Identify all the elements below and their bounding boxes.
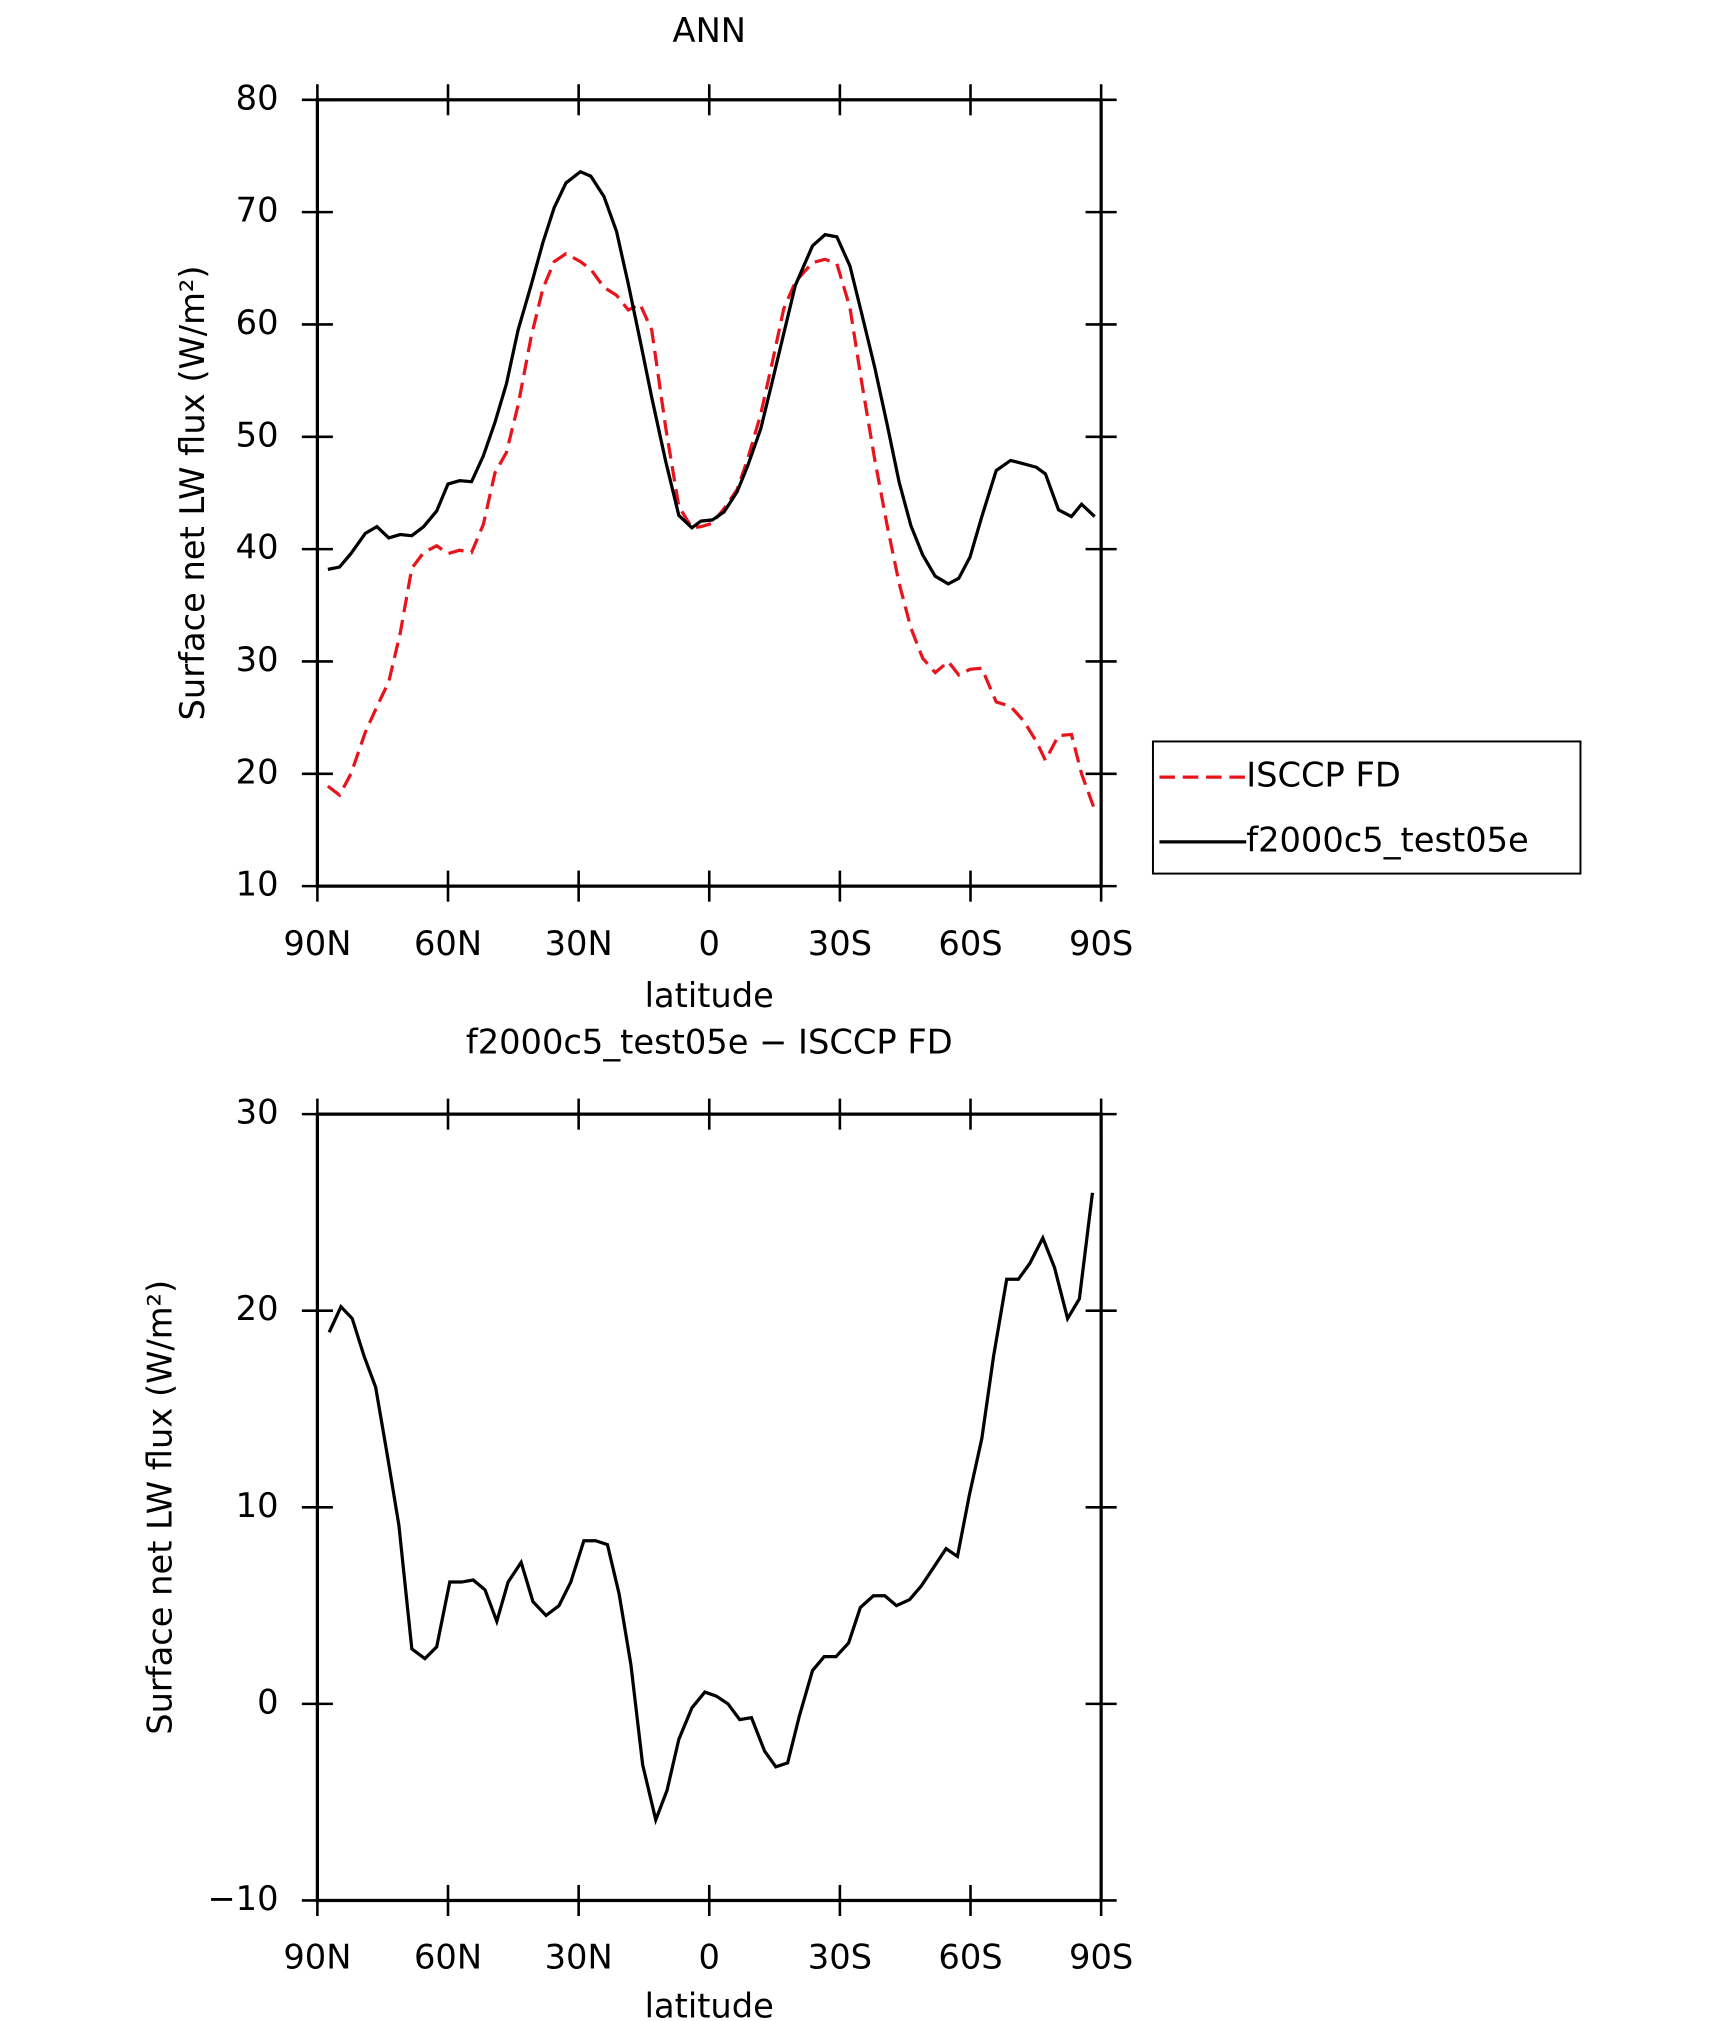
y-axis-label: Surface net LW flux (W/m²) (173, 265, 212, 720)
plot-frame (315, 98, 1103, 888)
data-line (326, 251, 1097, 811)
x-tick-label: 0 (699, 1937, 720, 1976)
legend-label: f2000c5_test05e (1246, 820, 1529, 859)
x-tick-label: 30N (545, 1937, 613, 1976)
x-tick-label: 60S (938, 924, 1002, 963)
x-tick-label: 90S (1069, 1937, 1133, 1976)
legend-box (1151, 740, 1582, 875)
y-tick-label: 20 (236, 1289, 279, 1328)
x-tick-label: 30N (545, 924, 613, 963)
y-axis-label: Surface net LW flux (W/m²) (140, 1280, 179, 1735)
plot: f2000c5_test05e − ISCCP FD latitude Surfac… (140, 1023, 1133, 2021)
x-axis-label: latitude (645, 976, 774, 1015)
x-tick-label: 0 (699, 924, 720, 963)
y-tick-label: 40 (236, 528, 279, 567)
plot-frame (315, 1112, 1103, 1903)
x-tick-label: 90N (283, 924, 351, 963)
x-axis-label: latitude (645, 1987, 774, 2021)
chart-title: f2000c5_test05e − ISCCP FD (466, 1023, 953, 1062)
x-tick-label: 60S (938, 1937, 1002, 1976)
data-line (327, 1192, 1095, 1826)
y-tick-label: 0 (257, 1682, 278, 1721)
y-tick-label: 50 (236, 415, 279, 454)
legend-label: ISCCP FD (1246, 756, 1401, 795)
y-tick-label: 70 (236, 191, 279, 230)
plot: ANN latitude Surface net LW flux (W/m²) 10 2… (173, 11, 1582, 1015)
x-tick-label: 90N (283, 1937, 351, 1976)
x-tick-label: 90S (1069, 924, 1133, 963)
x-tick-label: 60N (414, 924, 482, 963)
y-tick-label: 10 (236, 1486, 279, 1525)
x-tick-label: 30S (808, 1937, 872, 1976)
y-tick-label: 10 (236, 865, 279, 904)
x-tick-label: 30S (808, 924, 872, 963)
y-tick-label: 60 (236, 303, 279, 342)
data-line (327, 169, 1096, 586)
y-tick-label: 80 (236, 78, 279, 117)
chart-title: ANN (673, 11, 746, 50)
x-tick-label: 60N (414, 1937, 482, 1976)
y-tick-label: 30 (236, 1093, 279, 1132)
y-tick-label: 30 (236, 640, 279, 679)
y-tick-label: −10 (207, 1879, 278, 1918)
y-tick-label: 20 (236, 752, 279, 791)
